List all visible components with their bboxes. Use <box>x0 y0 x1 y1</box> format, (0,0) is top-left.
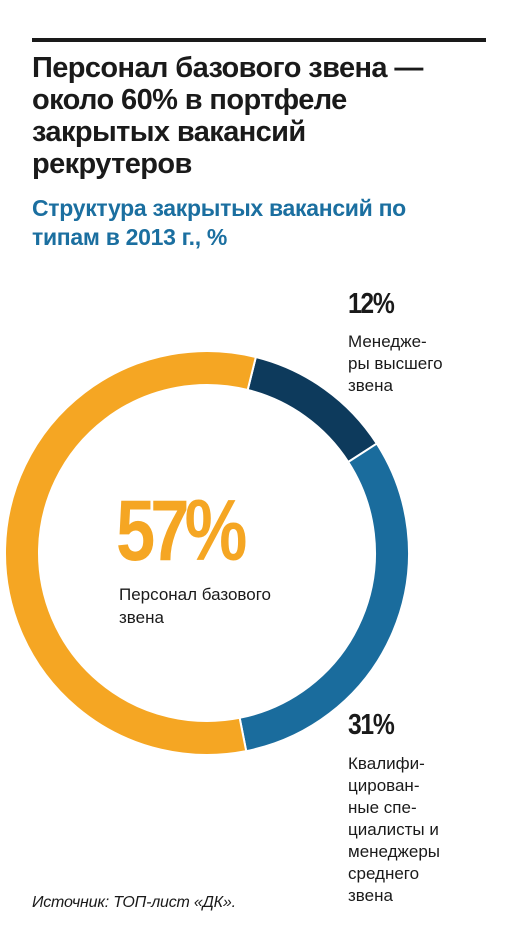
slice-label-base-staff: Персонал базового звена <box>119 585 272 627</box>
slice-value-label-top-managers: 12% <box>348 288 395 320</box>
slice-label-top-managers: Менедже- ры высшего звена <box>348 332 443 395</box>
chart-subtitle: Структура закрытых вакансий по типам в 2… <box>32 195 406 250</box>
chart-title: Персонал базового звена — около 60% в по… <box>32 52 423 180</box>
donut-slice-base-staff <box>4 350 258 756</box>
slice-label-specialists: Квалифи- цирован- ные спе- циалисты и ме… <box>348 754 441 905</box>
top-rule <box>32 38 486 42</box>
source-note: Источник: ТОП-лист «ДК». <box>32 894 236 911</box>
slice-value-label-base-staff: 57% <box>116 483 247 579</box>
slice-value-label-specialists: 31% <box>348 709 395 741</box>
